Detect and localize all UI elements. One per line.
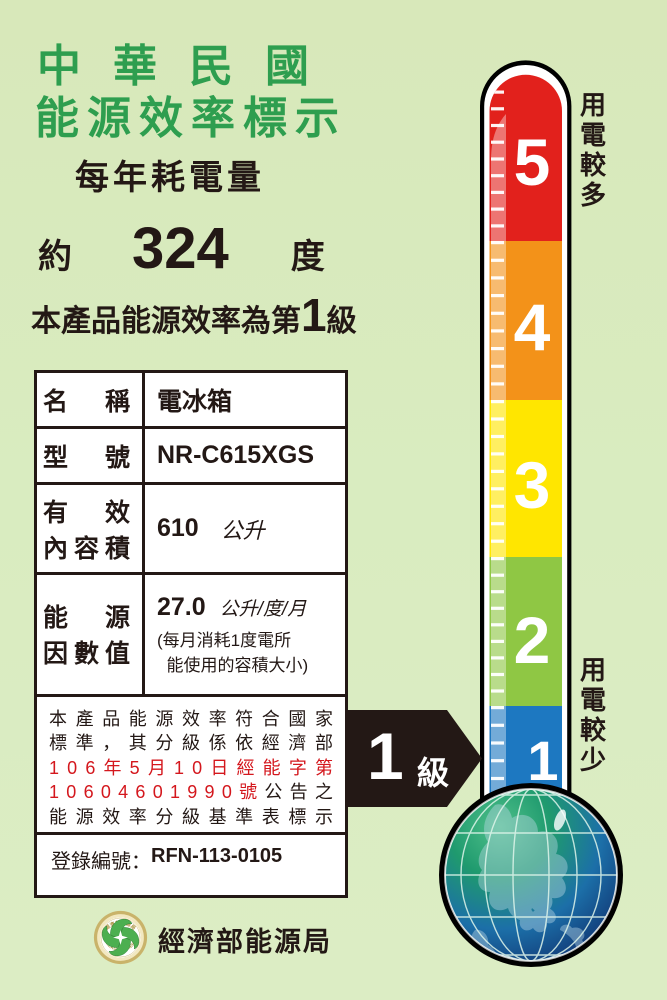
svg-text:5: 5 bbox=[514, 125, 551, 199]
svg-text:3: 3 bbox=[514, 448, 551, 522]
svg-text:4: 4 bbox=[514, 290, 551, 364]
svg-text:1: 1 bbox=[527, 729, 558, 792]
svg-text:2: 2 bbox=[514, 603, 551, 677]
